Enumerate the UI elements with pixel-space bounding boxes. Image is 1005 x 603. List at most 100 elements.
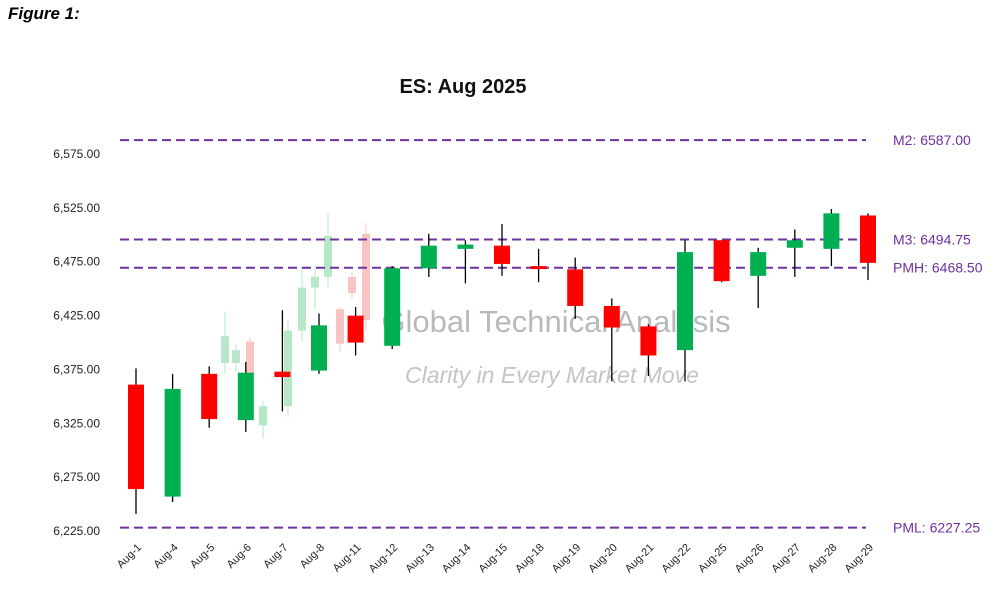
ghost-candle bbox=[259, 400, 267, 439]
ghost-candle-body bbox=[259, 406, 267, 426]
candle-body bbox=[823, 213, 840, 249]
chart-title: ES: Aug 2025 bbox=[399, 76, 527, 98]
x-tick-label: Aug-4 bbox=[151, 542, 180, 571]
x-tick-label: Aug-25 bbox=[696, 542, 730, 576]
watermark: Global Technical Analysis Clarity in Eve… bbox=[381, 304, 730, 388]
candle bbox=[164, 373, 181, 502]
candle bbox=[347, 307, 364, 356]
candle bbox=[567, 257, 584, 319]
x-tick-label: Aug-6 bbox=[225, 542, 254, 571]
x-tick-label: Aug-28 bbox=[806, 542, 840, 576]
candle bbox=[860, 213, 876, 281]
candle-body bbox=[237, 372, 254, 421]
candle bbox=[128, 368, 144, 514]
x-tick-label: Aug-20 bbox=[586, 542, 620, 576]
ghost-candle-body bbox=[336, 309, 344, 344]
reference-line-label: M2: 6587.00 bbox=[893, 132, 971, 148]
ghost-candle bbox=[348, 271, 356, 299]
candle-body bbox=[457, 244, 474, 249]
x-tick-label: Aug-1 bbox=[115, 542, 144, 571]
y-axis: 6,225.00 6,275.00 6,325.00 6,375.00 6,425.00… bbox=[53, 147, 100, 538]
y-tick-label: 6,325.00 bbox=[53, 416, 100, 430]
candle bbox=[786, 229, 803, 277]
candle-body bbox=[347, 315, 364, 343]
candle-body bbox=[164, 388, 181, 497]
candle-body bbox=[274, 371, 291, 378]
x-tick-label: Aug-19 bbox=[550, 542, 584, 576]
x-tick-label: Aug-12 bbox=[367, 542, 401, 576]
ghost-candle-body bbox=[232, 350, 240, 364]
watermark-title: Global Technical Analysis bbox=[381, 304, 730, 339]
candle-body bbox=[750, 252, 767, 276]
candle-body bbox=[786, 240, 803, 248]
x-tick-label: Aug-27 bbox=[769, 542, 803, 576]
ghost-candle bbox=[362, 223, 370, 331]
ghost-candle bbox=[324, 212, 332, 288]
candles-layer bbox=[128, 209, 876, 514]
ghost-candle bbox=[246, 337, 254, 380]
x-tick-label: Aug-14 bbox=[440, 542, 474, 576]
candle-body bbox=[603, 305, 620, 328]
candle bbox=[530, 248, 547, 283]
figure-label: Figure 1: bbox=[8, 4, 80, 23]
x-tick-label: Aug-5 bbox=[188, 542, 217, 571]
reference-line-label: PMH: 6468.50 bbox=[893, 260, 983, 276]
candle-body bbox=[420, 245, 437, 269]
candle bbox=[494, 224, 510, 276]
candle bbox=[677, 240, 693, 382]
candle-body bbox=[384, 268, 401, 346]
candle-body bbox=[567, 269, 584, 306]
candle bbox=[237, 361, 254, 432]
ghost-candle-body bbox=[246, 341, 254, 374]
x-tick-label: Aug-29 bbox=[843, 542, 877, 576]
x-tick-label: Aug-22 bbox=[660, 542, 694, 576]
y-tick-label: 6,275.00 bbox=[53, 470, 100, 484]
candle bbox=[823, 209, 840, 267]
ghost-candle bbox=[336, 307, 344, 353]
candle bbox=[713, 240, 730, 283]
x-tick-label: Aug-15 bbox=[477, 542, 511, 576]
x-tick-label: Aug-13 bbox=[403, 542, 437, 576]
y-tick-label: 6,425.00 bbox=[53, 309, 100, 323]
ghost-candle bbox=[284, 319, 292, 417]
candle-body bbox=[677, 252, 693, 351]
reference-lines: M2: 6587.00 M3: 6494.75 PMH: 6468.50 PML: 6… bbox=[120, 132, 983, 536]
candle bbox=[311, 313, 327, 374]
y-tick-label: 6,375.00 bbox=[53, 362, 100, 376]
ghost-candle-body bbox=[284, 330, 292, 407]
ghost-candle-body bbox=[362, 233, 370, 320]
ghost-candle-body bbox=[221, 336, 229, 364]
candle bbox=[384, 266, 401, 350]
candle bbox=[274, 310, 291, 412]
y-tick-label: 6,225.00 bbox=[53, 524, 100, 538]
ghost-candle-body bbox=[311, 276, 319, 288]
x-tick-label: Aug-7 bbox=[261, 542, 290, 571]
candle bbox=[201, 366, 218, 428]
reference-line-label: PML: 6227.25 bbox=[893, 520, 980, 536]
x-tick-label: Aug-8 bbox=[298, 542, 327, 571]
ghost-candle bbox=[232, 344, 240, 372]
candle-body bbox=[530, 266, 547, 270]
x-axis: Aug-1 Aug-4 Aug-5 Aug-6 Aug-7 Aug-8 Aug-11 Aug-… bbox=[115, 542, 876, 576]
candle-body bbox=[128, 384, 144, 490]
candle-body bbox=[640, 326, 657, 356]
x-tick-label: Aug-26 bbox=[733, 542, 767, 576]
candle-body bbox=[860, 215, 876, 263]
candle-body bbox=[201, 373, 218, 420]
x-tick-label: Aug-18 bbox=[513, 542, 547, 576]
ghost-candle-body bbox=[298, 287, 306, 331]
ghost-candle-body bbox=[324, 235, 332, 277]
y-tick-label: 6,475.00 bbox=[53, 255, 100, 269]
reference-line-label: M3: 6494.75 bbox=[893, 231, 971, 247]
x-tick-label: Aug-21 bbox=[623, 542, 657, 576]
candle bbox=[457, 240, 474, 284]
ghost-candle-body bbox=[348, 276, 356, 294]
candle bbox=[420, 233, 437, 277]
watermark-tagline: Clarity in Every Market Move bbox=[405, 362, 699, 388]
candle bbox=[640, 324, 657, 376]
candle-body bbox=[494, 245, 510, 264]
y-tick-label: 6,525.00 bbox=[53, 201, 100, 215]
ghost-candle bbox=[298, 266, 306, 342]
x-tick-label: Aug-11 bbox=[331, 542, 364, 575]
